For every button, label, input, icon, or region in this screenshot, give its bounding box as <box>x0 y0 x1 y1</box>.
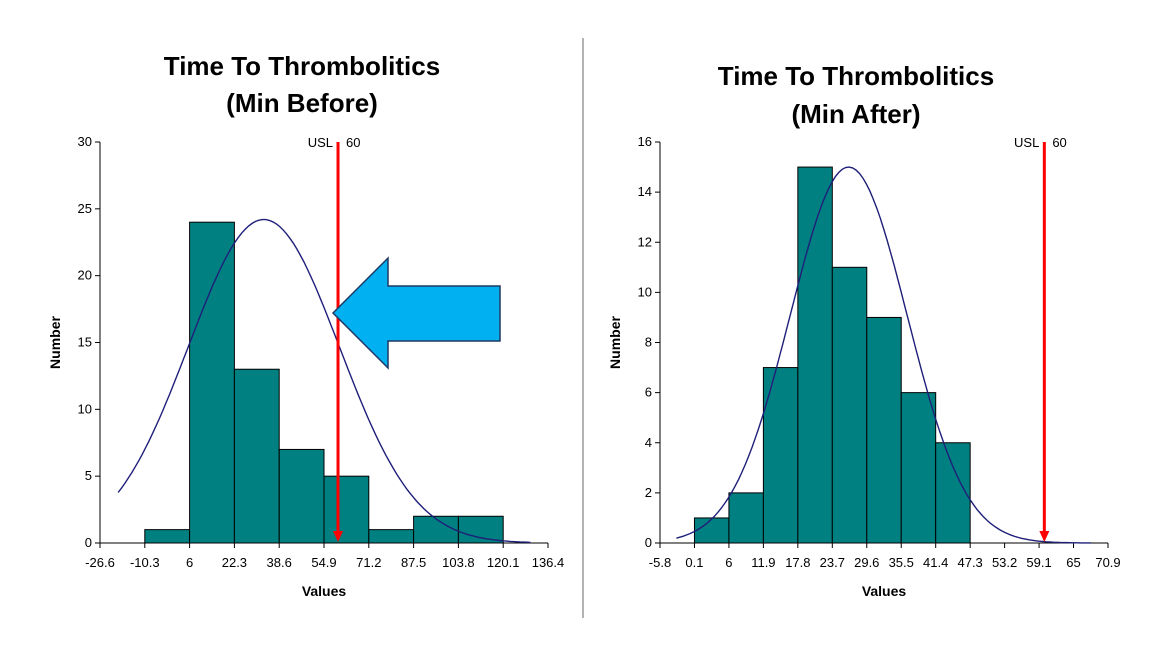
histogram-bar <box>457 515 504 544</box>
histogram-bar <box>866 316 902 544</box>
y-tick-label: 16 <box>638 134 652 149</box>
usl-arrowhead <box>333 531 344 542</box>
y-tick-label: 0 <box>645 535 652 550</box>
y-axis-label: Number <box>47 316 63 369</box>
x-tick-label: 53.2 <box>992 555 1017 570</box>
x-tick-label: 47.3 <box>957 555 982 570</box>
usl-label: USL <box>308 135 333 150</box>
x-tick-label: 17.8 <box>785 555 810 570</box>
x-tick-label: 54.9 <box>311 555 336 570</box>
x-tick-label: 38.6 <box>267 555 292 570</box>
histogram-bar <box>900 392 937 544</box>
y-tick-label: 6 <box>645 385 652 400</box>
x-tick-label: 22.3 <box>222 555 247 570</box>
x-tick-label: 35.5 <box>889 555 914 570</box>
x-tick-label: 29.6 <box>854 555 879 570</box>
x-tick-label: 0.1 <box>685 555 703 570</box>
normal-distribution-curve <box>117 218 531 544</box>
chart-title-line: Time To Thrombolitics <box>718 61 994 91</box>
y-tick-label: 2 <box>645 485 652 500</box>
y-tick-label: 10 <box>78 401 92 416</box>
y-tick-label: 4 <box>645 435 652 450</box>
usl-label: USL <box>1014 135 1039 150</box>
histogram-bar <box>368 529 415 544</box>
histogram-bar <box>278 448 325 544</box>
x-tick-label: 23.7 <box>820 555 845 570</box>
histogram-bar <box>762 367 799 544</box>
y-tick-label: 10 <box>638 284 652 299</box>
chart-title-line: (Min After) <box>791 99 920 129</box>
x-axis-label: Values <box>862 583 907 599</box>
x-tick-label: -26.6 <box>85 555 115 570</box>
chart-title-line: (Min Before) <box>226 88 378 118</box>
x-tick-label: 41.4 <box>923 555 948 570</box>
usl-arrowhead <box>1039 531 1050 542</box>
x-tick-label: 11.9 <box>751 555 775 570</box>
usl-value-label: 60 <box>346 135 360 150</box>
histogram-bar <box>935 442 971 544</box>
histogram-bar <box>413 515 459 544</box>
histogram-bar <box>144 529 191 544</box>
y-tick-label: 15 <box>78 335 92 350</box>
x-tick-label: 70.9 <box>1095 555 1120 570</box>
x-tick-label: 120.1 <box>487 555 520 570</box>
y-axis-label: Number <box>607 316 623 369</box>
histogram-bar <box>233 368 280 544</box>
x-tick-label: 59.1 <box>1026 555 1051 570</box>
x-tick-label: 136.4 <box>532 555 565 570</box>
y-tick-label: 14 <box>638 184 652 199</box>
histogram-before: Time To Thrombolitics (Min Before) 0 5 10 15 2… <box>47 51 564 599</box>
x-tick-label: 71.2 <box>356 555 381 570</box>
histogram-bar <box>797 166 833 544</box>
x-tick-label: -5.8 <box>649 555 671 570</box>
histogram-bar <box>693 517 730 544</box>
histogram-after: Time To Thrombolitics (Min After) 0 2 4 6 8 10 1… <box>607 61 1121 599</box>
callout-arrow-icon <box>331 256 501 370</box>
y-tick-label: 0 <box>85 535 92 550</box>
x-tick-label: 87.5 <box>401 555 426 570</box>
x-tick-label: 103.8 <box>442 555 475 570</box>
x-tick-label: -10.3 <box>130 555 160 570</box>
y-tick-label: 20 <box>78 268 92 283</box>
histogram-bar <box>831 266 868 544</box>
chart-title-line: Time To Thrombolitics <box>164 51 440 81</box>
y-tick-label: 8 <box>645 335 652 350</box>
histogram-bar <box>323 475 370 544</box>
x-axis-label: Values <box>302 583 347 599</box>
histogram-bar <box>189 221 235 544</box>
y-tick-label: 12 <box>638 234 652 249</box>
x-tick-label: 6 <box>725 555 732 570</box>
x-tick-label: 6 <box>186 555 193 570</box>
usl-value-label: 60 <box>1052 135 1066 150</box>
y-tick-label: 25 <box>78 201 92 216</box>
y-tick-label: 5 <box>85 468 92 483</box>
normal-distribution-curve <box>676 166 1092 544</box>
histogram-bar <box>728 492 764 544</box>
y-tick-label: 30 <box>78 134 92 149</box>
x-tick-label: 65 <box>1066 555 1080 570</box>
